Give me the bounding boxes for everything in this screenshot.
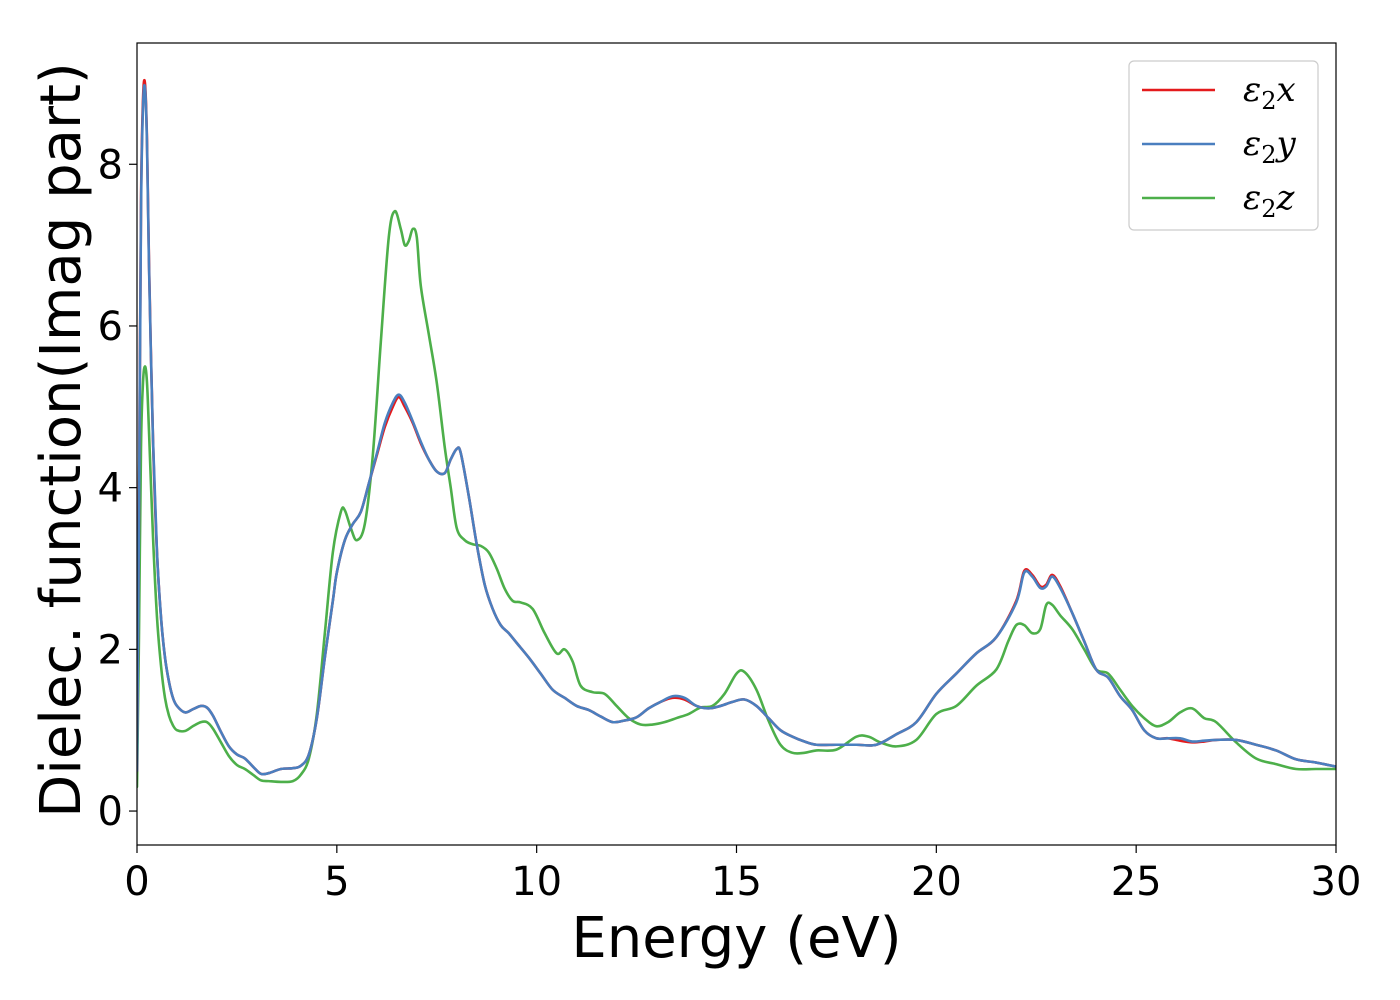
legend-label-y: ε2y	[1243, 124, 1297, 169]
x-tick-label: 25	[1111, 859, 1162, 905]
legend-label-z: ε2z	[1243, 178, 1296, 223]
legend: ε2x ε2y ε2z	[1128, 60, 1319, 231]
series-line-z	[137, 209, 1336, 789]
x-tick-label: 15	[711, 859, 762, 905]
legend-box	[1128, 60, 1319, 231]
y-tick-label: 6	[98, 304, 123, 350]
y-tick-label: 2	[98, 627, 123, 673]
x-axis-label: Energy (eV)	[571, 906, 901, 971]
y-axis: 0 2 4 6 8	[98, 142, 137, 835]
x-tick-label: 30	[1311, 859, 1362, 905]
x-axis: 0 5 10 15 20 25 30	[124, 845, 1361, 905]
y-tick-label: 0	[98, 789, 123, 835]
x-tick-label: 5	[324, 859, 349, 905]
y-tick-label: 4	[98, 466, 123, 512]
series-line-y	[137, 83, 1336, 776]
series-lines	[137, 78, 1336, 789]
y-axis-label: Dielec. function(Imag part)	[29, 62, 94, 818]
x-tick-label: 20	[911, 859, 962, 905]
y-tick-label: 8	[98, 142, 123, 188]
x-tick-label: 0	[124, 859, 149, 905]
legend-label-x: ε2x	[1243, 70, 1296, 115]
x-tick-label: 10	[511, 859, 562, 905]
